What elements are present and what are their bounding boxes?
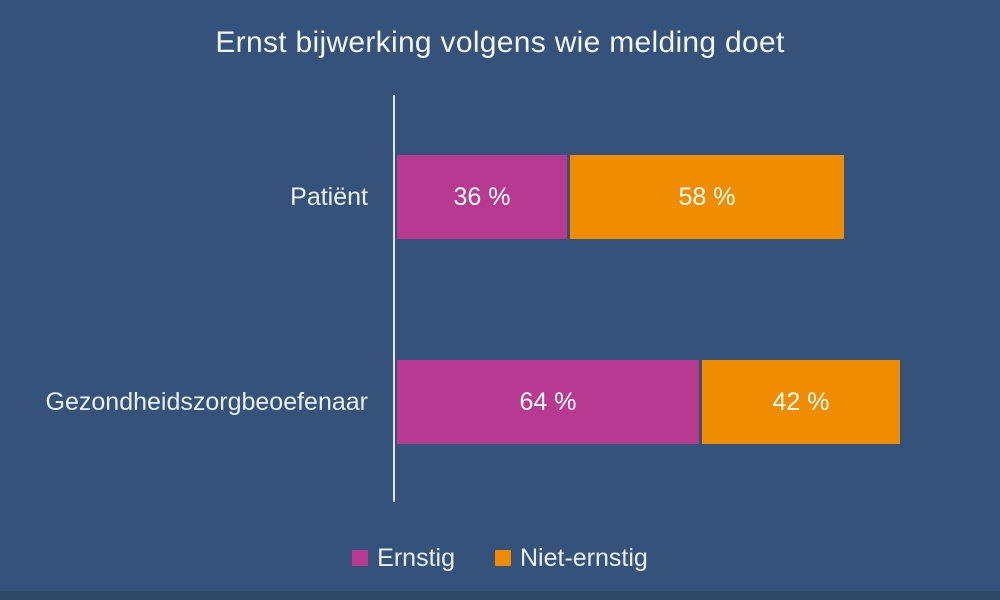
bar-segment-niet-ernstig: 42 %	[702, 360, 900, 444]
value-label: 42 %	[772, 387, 830, 416]
legend-item-niet-ernstig: Niet-ernstig	[494, 543, 648, 573]
y-axis-line	[393, 95, 395, 502]
bar-segment-niet-ernstig: 58 %	[570, 155, 844, 239]
bar-row-pati-nt: 36 % 58 %	[397, 155, 844, 239]
category-label-gezondheidszorgbeoefenaar: Gezondheidszorgbeoefenaar	[45, 387, 368, 416]
chart-title: Ernst bijwerking volgens wie melding doe…	[215, 26, 785, 59]
legend-item-ernstig: Ernstig	[352, 544, 455, 573]
legend: Ernstig Niet-ernstig	[0, 541, 1000, 575]
bar-segment-ernstig: 64 %	[397, 360, 699, 444]
value-label: 58 %	[678, 182, 736, 211]
bar-row-gezondheidszorgbeoefenaar: 64 % 42 %	[397, 360, 900, 444]
value-label: 36 %	[453, 182, 511, 211]
bar-segment-ernstig: 36 %	[397, 155, 567, 239]
value-label: 64 %	[519, 387, 577, 416]
legend-swatch-niet-ernstig	[494, 550, 511, 566]
category-label-pati-nt: Patiënt	[290, 182, 368, 211]
bottom-edge-strip	[0, 591, 1000, 600]
legend-label: Ernstig	[377, 543, 455, 572]
legend-swatch-ernstig	[352, 550, 369, 566]
legend-label: Niet-ernstig	[519, 543, 648, 572]
